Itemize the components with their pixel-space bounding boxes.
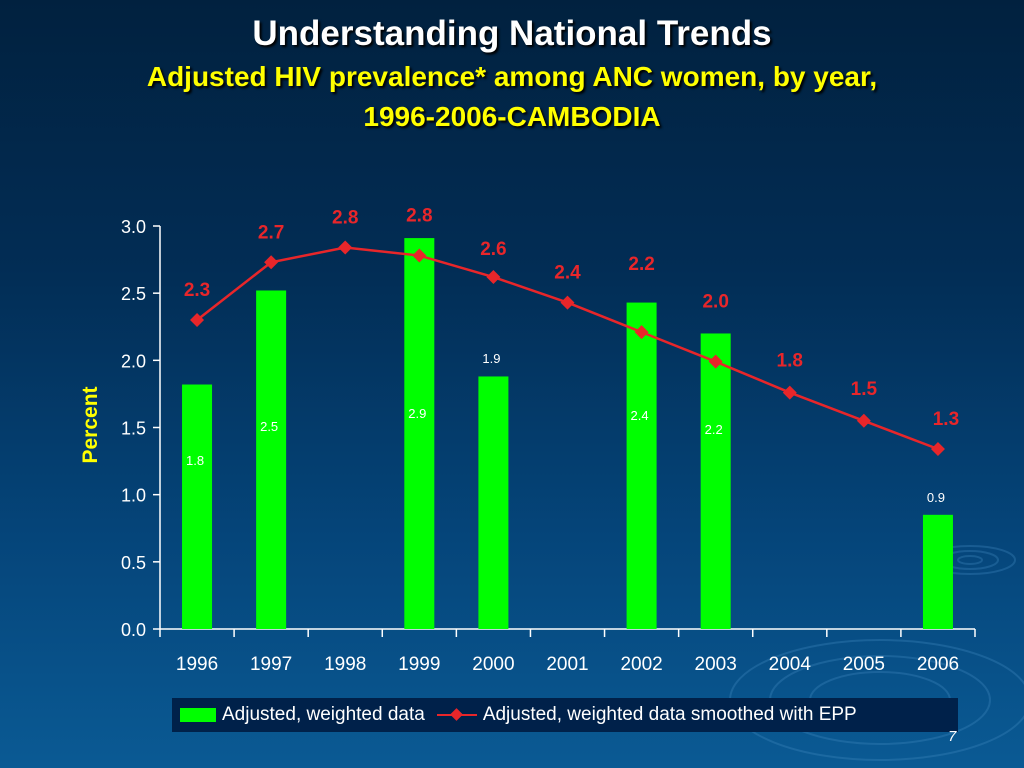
bar-label-1997: 2.5 (260, 419, 278, 434)
line-label-2004: 1.8 (777, 351, 803, 372)
slide-subtitle-line2: 1996-2006-CAMBODIA (363, 101, 661, 132)
line-point-2003 (708, 354, 723, 369)
line-point-2004 (782, 385, 797, 400)
bar-1997 (256, 290, 287, 629)
line-point-1996 (190, 313, 205, 328)
line-point-1998 (338, 240, 353, 255)
bar-label-2000: 1.9 (482, 351, 500, 366)
legend-bar-label: Adjusted, weighted data (222, 704, 425, 725)
y-tick-label-5: 2.5 (121, 284, 146, 304)
y-axis-label: Percent (79, 386, 102, 463)
bar-1996 (182, 384, 213, 629)
line-label-1996: 2.3 (184, 280, 210, 301)
x-tick-label-2003: 2003 (695, 654, 737, 675)
x-tick-label-1999: 1999 (398, 654, 440, 675)
line-label-2005: 1.5 (851, 379, 878, 400)
slide-title: Understanding National Trends (252, 14, 772, 53)
line-point-2006 (930, 441, 945, 456)
chart-legend: Adjusted, weighted data Adjusted, weight… (172, 698, 958, 732)
line-point-1999 (412, 248, 427, 263)
line-label-2006: 1.3 (933, 409, 959, 430)
bar-label-1999: 2.9 (408, 406, 426, 421)
y-tick-label-4: 2.0 (121, 351, 146, 371)
line-label-2001: 2.4 (554, 263, 581, 284)
legend-bar-swatch (180, 708, 216, 722)
bar-2006 (922, 514, 953, 629)
line-label-2002: 2.2 (628, 254, 654, 275)
y-tick-label-1: 0.5 (121, 553, 146, 573)
x-tick-label-2002: 2002 (620, 654, 662, 675)
page-number: 7 (948, 728, 957, 745)
x-tick-label-2005: 2005 (843, 654, 885, 675)
x-tick-label-1998: 1998 (324, 654, 366, 675)
bar-2000 (478, 376, 509, 629)
x-tick-label-1997: 1997 (250, 654, 292, 675)
slide-subtitle-line1: Adjusted HIV prevalence* among ANC women… (146, 61, 878, 92)
line-point-2001 (560, 295, 575, 310)
line-point-2000 (486, 270, 501, 285)
line-point-1997 (264, 255, 279, 270)
x-tick-label-1996: 1996 (176, 654, 218, 675)
y-tick-label-0: 0.0 (121, 620, 146, 640)
line-label-2000: 2.6 (480, 239, 506, 260)
bar-label-2003: 2.2 (705, 422, 723, 437)
bar-2002 (626, 302, 657, 629)
line-point-2002 (634, 325, 649, 340)
bar-2003 (700, 333, 731, 629)
x-tick-label-2006: 2006 (917, 654, 959, 675)
x-tick-label-2000: 2000 (472, 654, 514, 675)
legend-line-swatch (436, 708, 477, 722)
line-label-1998: 2.8 (332, 207, 358, 228)
line-point-2005 (856, 413, 871, 428)
plot-area: 0.0 0.5 1.0 1.5 2.0 2.5 3.0 1996 1997 1998 1999 200… (121, 206, 976, 675)
bar-label-2006: 0.9 (927, 490, 945, 505)
line-label-2003: 2.0 (702, 292, 728, 313)
bar-1999 (404, 238, 435, 629)
bar-label-1996: 1.8 (186, 453, 204, 468)
ripple-ring-2 (957, 555, 983, 565)
line-label-1999: 2.8 (406, 206, 432, 227)
line-label-1997: 2.7 (258, 222, 284, 243)
bar-label-2002: 2.4 (631, 408, 649, 423)
y-tick-label-3: 1.5 (121, 419, 146, 439)
legend-line-label: Adjusted, weighted data smoothed with EP… (482, 704, 857, 725)
y-tick-label-6: 3.0 (121, 217, 146, 237)
y-tick-label-2: 1.0 (121, 486, 146, 506)
x-tick-label-2004: 2004 (769, 654, 812, 675)
x-tick-label-2001: 2001 (546, 654, 588, 675)
